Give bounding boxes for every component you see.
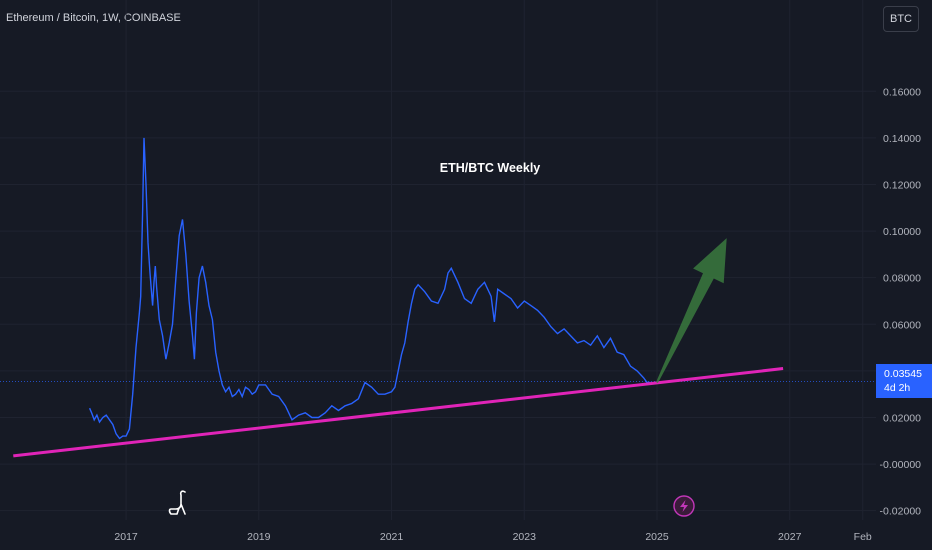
tradingview-dino-logo-icon[interactable]: [168, 490, 186, 515]
last-price-value: 0.03545: [884, 368, 922, 380]
y-tick-label: 0.08000: [883, 273, 921, 285]
last-price-label: 0.03545 4d 2h: [876, 364, 932, 398]
y-tick-label: 0.14000: [883, 133, 921, 145]
chart-title-annotation[interactable]: ETH/BTC Weekly: [440, 161, 541, 175]
price-axis[interactable]: 0.16000 0.14000 0.12000 0.10000 0.08000 0.060…: [880, 86, 922, 517]
x-tick-label: 2017: [114, 531, 138, 543]
x-tick-label: Feb: [854, 531, 872, 543]
grid: [0, 0, 876, 520]
lightning-bolt-icon[interactable]: [673, 495, 695, 517]
y-tick-label: -0.02000: [880, 506, 922, 518]
y-tick-label: 0.12000: [883, 179, 921, 191]
x-tick-label: 2025: [645, 531, 669, 543]
currency-button[interactable]: BTC: [883, 6, 919, 32]
y-tick-label: -0.00000: [880, 459, 922, 471]
eth-btc-price-line: [88, 137, 651, 440]
support-trendline[interactable]: [13, 367, 784, 458]
y-tick-label: 0.10000: [883, 226, 921, 238]
x-tick-label: 2019: [247, 531, 271, 543]
x-tick-label: 2023: [513, 531, 537, 543]
y-tick-label: 0.02000: [883, 412, 921, 424]
symbol-title[interactable]: Ethereum / Bitcoin, 1W, COINBASE: [6, 12, 181, 24]
y-tick-label: 0.16000: [883, 86, 921, 98]
x-tick-label: 2021: [380, 531, 404, 543]
time-axis[interactable]: 2017 2019 2021 2023 2025 2027 Feb: [114, 531, 872, 543]
y-tick-label: 0.06000: [883, 319, 921, 331]
bullish-arrow-drawing[interactable]: [656, 238, 727, 383]
x-tick-label: 2027: [778, 531, 802, 543]
bar-countdown: 4d 2h: [884, 382, 911, 394]
